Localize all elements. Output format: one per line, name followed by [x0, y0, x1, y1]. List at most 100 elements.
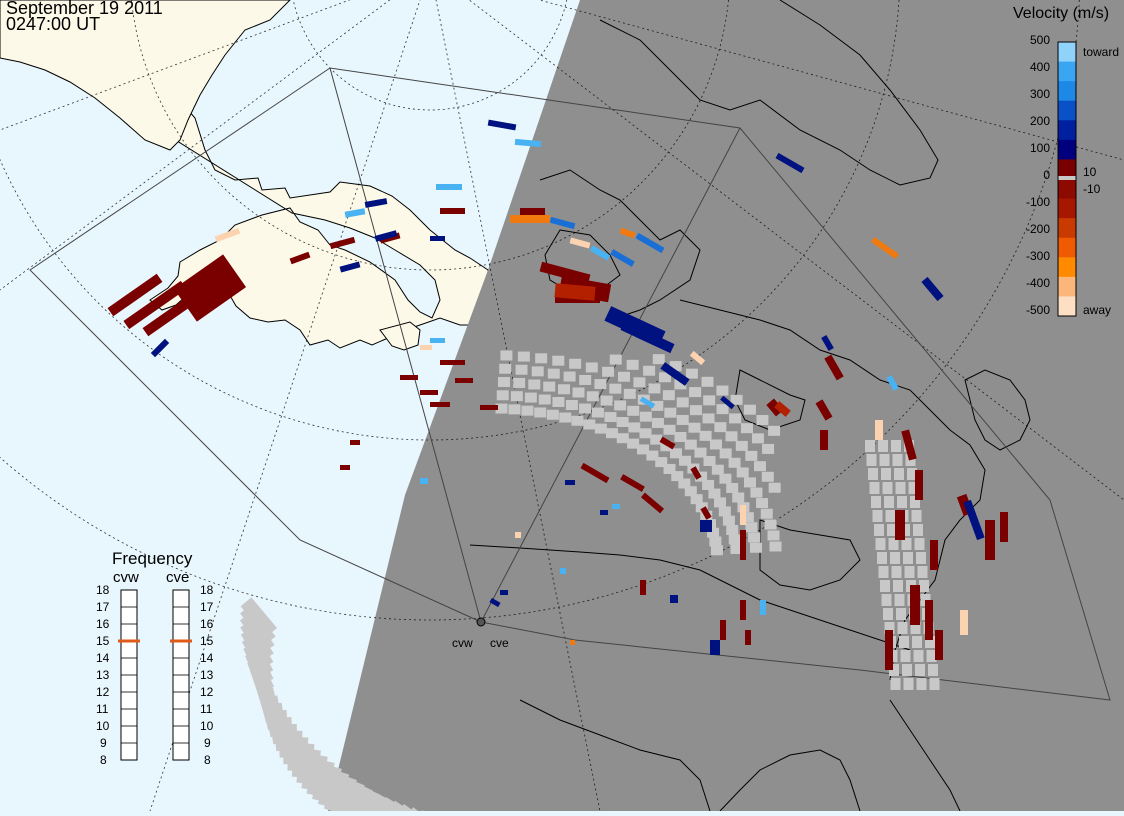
- scatter-cell: [609, 354, 622, 365]
- scatter-cell: [440, 208, 465, 214]
- scatter-cell: [768, 425, 781, 436]
- scatter-cell: [580, 462, 610, 484]
- scatter-cell: [960, 610, 968, 635]
- frequency-tick-label: 10: [200, 719, 214, 733]
- scatter-cell: [929, 678, 940, 690]
- scatter-cell: [560, 568, 566, 574]
- scatter-cell: [689, 387, 702, 398]
- scatter-cell: [903, 552, 913, 564]
- scatter-cell: [935, 630, 943, 660]
- scatter-cell: [756, 415, 769, 426]
- scatter-cell: [699, 430, 712, 441]
- scatter-cell: [589, 245, 611, 261]
- scatter-cell: [374, 230, 398, 242]
- scatter-cell: [748, 532, 761, 543]
- scatter-cell: [870, 236, 900, 260]
- scatter-cell: [605, 428, 618, 439]
- scatter-cell: [571, 415, 584, 426]
- frequency-tick-label: 15: [200, 634, 214, 648]
- scatter-cell: [602, 366, 615, 377]
- scatter-cell: [350, 440, 360, 445]
- scatter-cell: [616, 416, 629, 427]
- scatter-cell: [436, 184, 462, 190]
- scatter-cell: [760, 508, 773, 519]
- scatter-cell: [685, 368, 698, 379]
- scatter-cell: [517, 351, 530, 362]
- scatter-cell: [594, 423, 607, 434]
- scatter-cell: [617, 371, 630, 382]
- scatter-cell: [728, 457, 741, 468]
- scatter-cell: [500, 350, 513, 361]
- scatter-cell: [662, 390, 675, 401]
- scatter-cell: [508, 404, 521, 415]
- scatter-cell: [886, 375, 899, 391]
- frequency-radar-cve-label: cve: [166, 569, 190, 586]
- scatter-cell: [546, 409, 559, 420]
- scatter-cell: [499, 363, 512, 374]
- scatter-cell: [676, 397, 689, 408]
- scatter-cell: [628, 422, 641, 433]
- scatter-cell: [646, 450, 659, 461]
- scatter-cell: [626, 359, 639, 370]
- scatter-cell: [659, 436, 676, 450]
- scatter-cell: [885, 630, 893, 670]
- scatter-cell: [420, 478, 428, 484]
- scatter-cell: [663, 463, 676, 474]
- scatter-cell: [688, 422, 701, 433]
- scatter-cell: [774, 401, 791, 417]
- scatter-cell: [684, 439, 697, 450]
- colorbar-segment: [1058, 276, 1076, 297]
- scatter-cell: [107, 273, 163, 317]
- scatter-cell: [339, 261, 361, 273]
- velocity-tick-label: 500: [1029, 33, 1050, 47]
- scatter-cell: [678, 478, 691, 489]
- frequency-tick-label: 16: [200, 617, 214, 631]
- scatter-cell: [878, 566, 889, 578]
- scatter-cell: [925, 600, 933, 640]
- scatter-cell: [123, 280, 187, 330]
- velocity-side-label: toward: [1083, 45, 1120, 59]
- scatter-cell: [655, 457, 668, 468]
- scatter-cell: [535, 353, 548, 364]
- velocity-side-label: -10: [1083, 182, 1101, 196]
- scatter-cell: [694, 447, 707, 458]
- scatter-cell: [914, 538, 925, 550]
- scatter-cell: [917, 566, 928, 578]
- frequency-title: Frequency: [112, 549, 193, 568]
- scatter-cell: [340, 465, 350, 470]
- scatter-cell: [700, 506, 712, 520]
- scatter-cell: [865, 440, 875, 452]
- scatter-cell: [930, 540, 938, 570]
- scatter-cell: [740, 530, 746, 560]
- scatter-cell: [142, 293, 198, 337]
- night-coastlines: [469, 0, 1031, 812]
- scatter-cell: [875, 538, 886, 550]
- scatter-cell: [538, 394, 551, 405]
- velocity-tick-label: 300: [1029, 87, 1050, 101]
- scatter-cell: [660, 441, 673, 452]
- frequency-gauges: [118, 589, 192, 761]
- scatter-cell: [866, 454, 877, 466]
- scatter-cell: [741, 512, 754, 523]
- scatter-cell: [700, 520, 712, 532]
- scatter-cell: [871, 496, 881, 508]
- scatter-cell: [569, 358, 582, 369]
- scatter-cell: [926, 650, 937, 662]
- scatter-cell: [627, 405, 640, 416]
- scatter-cell: [745, 630, 751, 645]
- scatter-cell: [496, 390, 509, 401]
- scatter-cell: [761, 471, 774, 482]
- frequency-tick-label: 17: [200, 600, 214, 614]
- scatter-cell: [904, 566, 915, 578]
- scatter-cell: [633, 377, 646, 388]
- velocity-side-label: away: [1083, 303, 1112, 317]
- scatter-cell: [620, 474, 645, 492]
- scatter-cell: [659, 372, 672, 383]
- scatter-cell: [709, 439, 722, 450]
- scatter-cell: [985, 520, 995, 560]
- scatter-cell: [521, 405, 534, 416]
- scatter-cell: [702, 479, 715, 490]
- scatter-cell: [728, 534, 741, 545]
- scatter-cell: [487, 119, 517, 131]
